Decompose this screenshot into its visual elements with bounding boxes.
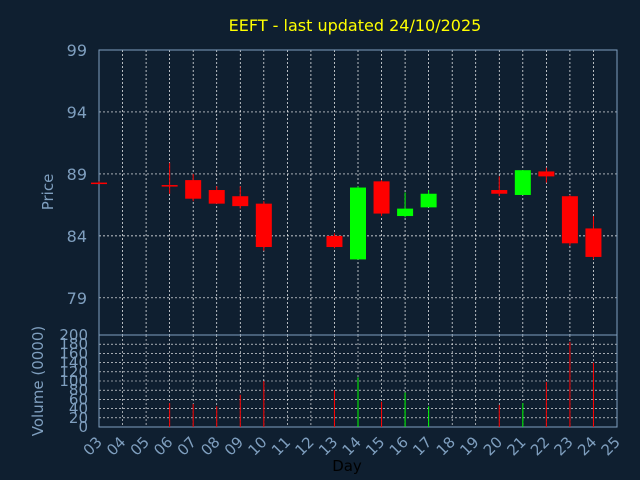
volume-tick-label: 200 xyxy=(59,326,88,344)
candle-body xyxy=(161,185,178,187)
candle-body xyxy=(585,228,602,257)
volume-tick-label: 0 xyxy=(78,418,88,436)
volume-tick-label: 140 xyxy=(59,354,88,372)
volume-tick-label: 80 xyxy=(69,381,88,399)
candle-body xyxy=(255,203,272,248)
x-axis-label: Day xyxy=(332,457,362,475)
candle-body xyxy=(373,181,390,214)
candle-body xyxy=(561,196,578,244)
candle-body xyxy=(326,235,343,248)
candle-body xyxy=(91,182,107,185)
price-tick-label: 84 xyxy=(67,227,87,246)
volume-tick-label: 120 xyxy=(59,363,88,381)
candle-body xyxy=(350,187,366,260)
volume-tick-label: 60 xyxy=(69,390,88,408)
volume-tick-label: 180 xyxy=(59,335,88,353)
candle-body xyxy=(208,190,225,204)
volume-tick-label: 40 xyxy=(69,400,88,418)
candle-body xyxy=(514,170,531,195)
volume-tick-label: 160 xyxy=(59,344,88,362)
candle-body xyxy=(185,180,202,199)
price-tick-label: 79 xyxy=(67,289,87,308)
y-axis-label: Price xyxy=(39,174,57,211)
price-tick-label: 94 xyxy=(67,103,87,122)
candle-body xyxy=(232,196,249,207)
volume-tick-label: 20 xyxy=(69,409,88,427)
candle-body xyxy=(538,171,555,177)
chart-title: EEFT - last updated 24/10/2025 xyxy=(229,16,482,35)
volume-axis-label: Volume (0000) xyxy=(29,326,47,436)
candle-body xyxy=(397,208,414,217)
candle-body xyxy=(420,193,437,208)
candle-body xyxy=(491,190,508,194)
price-tick-label: 89 xyxy=(67,165,87,184)
price-tick-label: 99 xyxy=(67,41,87,60)
volume-tick-label: 100 xyxy=(59,372,88,390)
